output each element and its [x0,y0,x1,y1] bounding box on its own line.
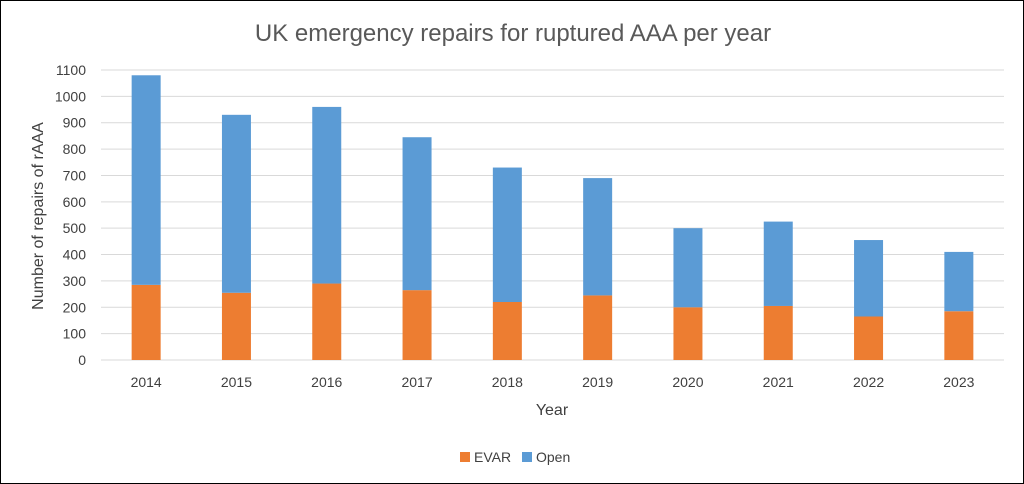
bar-open-2016 [312,106,342,284]
y-tick-label: 700 [63,167,87,183]
y-tick-label: 200 [63,299,87,315]
bar-evar-2014 [131,284,161,360]
y-axis-title: Number of repairs of rAAA [30,122,47,310]
bar-evar-2020 [673,307,703,360]
legend: EVAR Open [460,449,570,465]
y-tick-label: 500 [63,220,87,236]
y-tick-label: 0 [78,352,86,368]
y-tick-label: 400 [63,247,87,263]
x-tick-label: 2018 [492,374,523,390]
bar-open-2023 [944,251,974,312]
bar-open-2017 [402,137,432,291]
bar-evar-2016 [312,283,342,360]
bar-evar-2022 [854,316,884,360]
chart-title: UK emergency repairs for ruptured AAA pe… [255,20,771,47]
bar-open-2015 [221,114,251,293]
bar-open-2019 [583,178,613,296]
bar-open-2020 [673,228,703,308]
y-tick-label: 900 [63,115,87,131]
y-tick-label: 1100 [56,62,86,78]
x-tick-label: 2015 [221,374,252,390]
x-tick-label: 2017 [401,374,432,390]
bar-open-2021 [763,221,793,306]
y-tick-label: 1000 [55,88,86,104]
bar-evar-2021 [763,305,793,360]
x-tick-label: 2016 [311,374,342,390]
x-tick-label: 2023 [943,374,974,390]
bars [131,75,974,360]
x-tick-label: 2021 [763,374,794,390]
y-tick-label: 800 [63,141,87,157]
bar-open-2022 [854,240,884,317]
x-tick-label: 2019 [582,374,613,390]
y-tick-label: 100 [63,326,87,342]
legend-label-evar: EVAR [474,449,511,465]
legend-label-open: Open [536,449,570,465]
y-axis-ticks: 0 100 200 300 400 500 600 700 800 900 1000 1100 [55,62,86,368]
x-axis-title: Year [536,402,569,419]
y-tick-label: 600 [63,194,87,210]
legend-swatch-evar [460,452,470,462]
bar-evar-2019 [583,295,613,360]
gridlines [101,69,1004,361]
bar-evar-2018 [492,302,522,360]
bar-open-2014 [131,75,161,285]
bar-evar-2015 [221,292,251,360]
y-tick-label: 300 [63,273,87,289]
legend-swatch-open [522,452,532,462]
x-tick-label: 2020 [672,374,703,390]
x-tick-label: 2022 [853,374,884,390]
bar-evar-2023 [944,311,974,360]
x-tick-label: 2014 [131,374,162,390]
x-axis-ticks: 2014 2015 2016 2017 2018 2019 2020 2021 2022 2023 [131,374,975,390]
bar-evar-2017 [402,290,432,360]
bar-open-2018 [492,167,522,302]
